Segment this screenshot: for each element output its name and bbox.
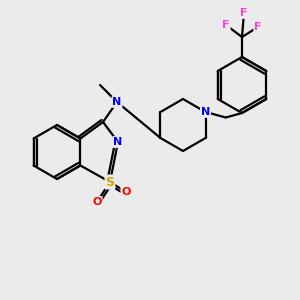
Text: N: N (201, 107, 210, 117)
Text: N: N (112, 97, 122, 107)
Text: F: F (222, 20, 230, 30)
Text: F: F (240, 8, 248, 18)
Text: N: N (113, 137, 123, 147)
Text: F: F (254, 22, 262, 32)
Text: O: O (92, 197, 102, 207)
Text: O: O (121, 187, 131, 197)
Text: S: S (106, 176, 115, 188)
